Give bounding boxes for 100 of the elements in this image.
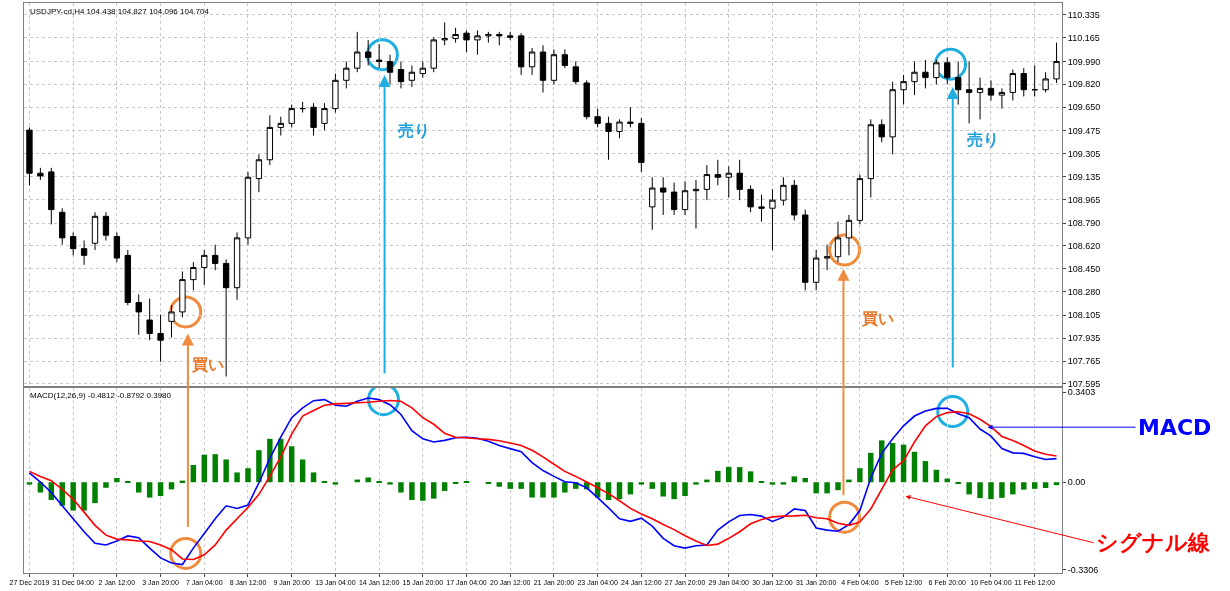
candlestick (1042, 71, 1049, 93)
y-tick-label: 108.965 (1067, 194, 1101, 205)
y-tick-label: 110.165 (1067, 33, 1100, 44)
candlestick (561, 48, 569, 69)
bar (540, 482, 546, 498)
candlestick (867, 118, 874, 198)
chart-title: MACD(12,26,9) -0.4812 -0.8792 0.3980 (30, 391, 172, 400)
bar (1031, 482, 1038, 489)
bar (769, 482, 776, 485)
candlestick (1009, 69, 1017, 101)
bar (288, 446, 295, 483)
candlestick (1053, 42, 1060, 84)
bar (1010, 482, 1016, 495)
bar (332, 482, 339, 485)
candlestick (146, 297, 153, 341)
candlestick (703, 164, 711, 201)
bar (92, 482, 98, 504)
candlestick (485, 31, 492, 44)
bar (529, 482, 535, 498)
y-tick-label: 108.620 (1067, 241, 1101, 252)
bar (431, 482, 437, 499)
bar (857, 468, 863, 483)
bar (922, 461, 929, 483)
candlestick (474, 29, 481, 56)
candlestick (288, 104, 295, 128)
bar (682, 482, 688, 496)
bar (1042, 482, 1049, 489)
annotation: 売り (967, 130, 999, 149)
bar (638, 482, 645, 485)
bar (398, 482, 404, 493)
candlestick (244, 171, 252, 246)
candlestick (157, 314, 164, 363)
candlestick (572, 60, 579, 85)
candlestick (321, 102, 328, 131)
candlestick (365, 39, 372, 66)
annotation: 買い (191, 355, 224, 374)
bar (649, 482, 655, 489)
bar (988, 482, 994, 500)
bar (365, 477, 371, 483)
y-tick-label: 108.450 (1067, 263, 1101, 274)
candlestick (37, 167, 44, 181)
text: MACD (1138, 415, 1212, 440)
candlestick (965, 60, 973, 124)
y-tick-label: 107.765 (1067, 356, 1101, 367)
candlestick (900, 74, 907, 106)
candlestick (266, 114, 274, 166)
candlestick (26, 126, 33, 186)
bar (212, 454, 218, 483)
candlestick (605, 116, 612, 161)
candlestick (1020, 67, 1027, 97)
bar (518, 482, 524, 489)
candlestick (670, 182, 678, 216)
candlestick (976, 77, 984, 120)
y-tick-label: 109.475 (1067, 125, 1101, 136)
candlestick (998, 87, 1006, 110)
bar (1053, 482, 1060, 486)
candlestick (452, 27, 459, 44)
bar (715, 470, 721, 483)
y-tick-label: 108.790 (1067, 218, 1101, 229)
bar (507, 482, 513, 489)
bar (168, 482, 175, 490)
candlestick (791, 179, 798, 221)
candlestick (933, 59, 940, 85)
bar (835, 482, 841, 491)
bar (551, 482, 557, 498)
bar (256, 450, 262, 483)
bar (103, 482, 109, 488)
candlestick (179, 271, 186, 318)
y-tick-label: 0.3403 (1067, 387, 1096, 398)
candlestick (69, 231, 77, 256)
bar (824, 482, 830, 494)
candlestick (758, 194, 765, 223)
y-tick-label: 0.00 (1067, 477, 1086, 488)
bar (157, 482, 164, 496)
candlestick (539, 44, 547, 93)
candlestick (627, 106, 634, 128)
candlestick (878, 118, 885, 143)
bar (791, 476, 798, 483)
candlestick (845, 214, 853, 256)
candlestick (944, 56, 951, 85)
candlestick (408, 64, 416, 88)
bar (81, 482, 87, 511)
candlestick (113, 231, 121, 263)
bar (966, 482, 972, 495)
candlestick (135, 293, 142, 336)
bar (736, 467, 743, 483)
annotation: 買い (861, 309, 894, 328)
y-tick-label: 108.280 (1067, 286, 1101, 297)
candlestick (889, 81, 896, 155)
candlestick (802, 209, 809, 291)
candlestick (594, 108, 601, 128)
candlestick (736, 159, 743, 201)
candlestick (769, 188, 776, 251)
candlestick (212, 244, 219, 271)
bar (813, 482, 819, 494)
y-tick-label: 109.305 (1067, 148, 1101, 159)
candlestick (834, 221, 842, 263)
candlestick (190, 261, 197, 291)
candlestick (310, 102, 317, 137)
candlestick (343, 60, 350, 89)
